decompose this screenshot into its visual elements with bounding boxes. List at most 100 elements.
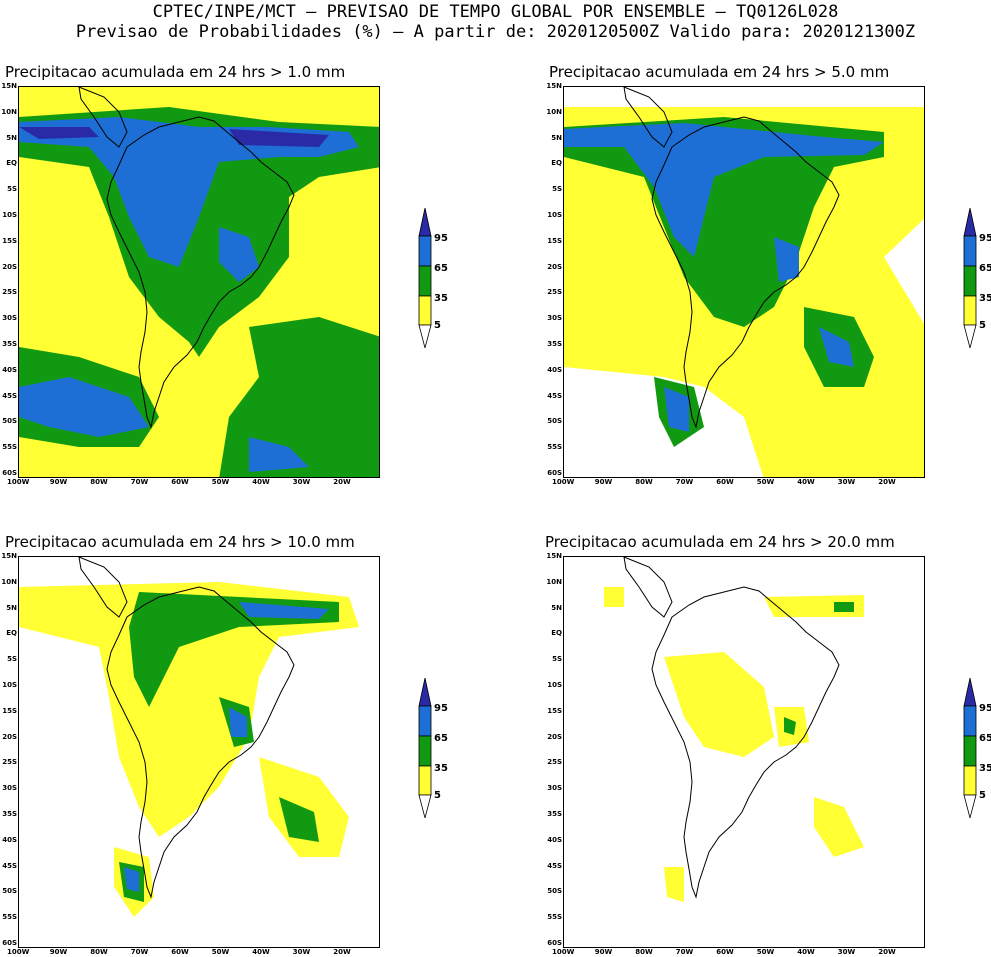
map-panel-1mm (18, 86, 380, 478)
latitude-label: 40S (2, 835, 17, 844)
panel-title-5mm: Precipitacao acumulada em 24 hrs > 5.0 m… (549, 63, 890, 81)
latitude-label: 25S (2, 758, 17, 767)
latitude-label: 10N (546, 107, 562, 116)
latitude-label: 25S (2, 288, 17, 297)
colorbar-level-label: 5 (979, 790, 986, 801)
longitude-label: 40W (252, 948, 270, 956)
latitude-label: 10S (547, 681, 562, 689)
longitude-label: 30W (837, 948, 856, 956)
latitude-label: 45S (2, 861, 17, 870)
colorbar-level-label: 5 (434, 790, 441, 801)
latitude-label: 10S (2, 681, 17, 689)
latitude-label: 10N (1, 107, 17, 116)
latitude-label: 5S (7, 185, 17, 194)
latitude-label: 5N (6, 603, 17, 612)
longitude-label: 90W (49, 478, 68, 486)
latitude-label: 20S (547, 262, 562, 271)
latitude-label: 15N (546, 552, 562, 560)
latitude-label: 45S (547, 391, 562, 400)
latitude-label: 5N (551, 133, 562, 142)
longitude-label: 30W (837, 478, 856, 486)
colorbar-top-left: 95 65 35 5 (418, 208, 468, 348)
longitude-label: 70W (675, 478, 694, 486)
latitude-label: 30S (2, 314, 17, 323)
longitude-label: 80W (90, 478, 108, 486)
latitude-label: 50S (2, 417, 17, 426)
latitude-label: 35S (2, 810, 17, 818)
longitude-label: 60W (171, 948, 189, 956)
latitude-label: 60S (547, 939, 562, 947)
longitude-label: 40W (797, 948, 815, 956)
longitude-label: 40W (252, 478, 270, 486)
map-panel-5mm (563, 86, 925, 478)
latitude-label: 30S (547, 314, 562, 323)
longitude-label: 100W (7, 478, 30, 486)
colorbar-level-label: 95 (979, 703, 991, 714)
longitude-label: 100W (552, 478, 575, 486)
latitude-label: 60S (547, 469, 562, 477)
latitude-label: 5S (552, 655, 562, 664)
colorbar-level-label: 35 (434, 763, 448, 774)
colorbar-level-label: 65 (979, 263, 991, 274)
longitude-label: 80W (635, 948, 653, 956)
latitude-label: 55S (2, 913, 17, 922)
longitude-label: 100W (7, 948, 30, 956)
latitude-label: 20S (2, 732, 17, 741)
latitude-label: 35S (547, 340, 562, 348)
colorbar-level-label: 5 (979, 320, 986, 331)
latitude-label: EQ (6, 629, 17, 638)
colorbar-level-label: 65 (979, 733, 991, 744)
latitude-label: 55S (2, 443, 17, 452)
latitude-label: 25S (547, 758, 562, 767)
latitude-label: 5N (6, 133, 17, 142)
panel-title-20mm: Precipitacao acumulada em 24 hrs > 20.0 … (545, 533, 895, 551)
latitude-label: 15N (546, 82, 562, 90)
latitude-label: 5S (552, 185, 562, 194)
latitude-label: 10N (1, 577, 17, 586)
map-panel-20mm (563, 556, 925, 948)
latitude-label: 15S (2, 706, 17, 715)
latitude-label: 55S (547, 913, 562, 922)
colorbar-level-label: 35 (979, 293, 991, 304)
colorbar-bottom-left: 95 65 35 5 (418, 678, 468, 818)
latitude-label: 15S (547, 706, 562, 715)
colorbar-level-label: 65 (434, 263, 448, 274)
latitude-label: 50S (547, 887, 562, 896)
latitude-label: 45S (2, 391, 17, 400)
colorbar-bottom-right: 95 65 35 5 (963, 678, 991, 818)
latitude-label: 10N (546, 577, 562, 586)
header-title-line1: CPTEC/INPE/MCT – PREVISAO DE TEMPO GLOBA… (152, 2, 839, 22)
colorbar-level-label: 95 (979, 233, 991, 244)
longitude-label: 80W (635, 478, 653, 486)
latitude-label: 45S (547, 861, 562, 870)
longitude-label: 50W (756, 948, 775, 956)
latitude-label: 40S (547, 365, 562, 374)
longitude-label: 70W (130, 948, 149, 956)
latitude-label: 60S (2, 939, 17, 947)
longitude-label: 40W (797, 478, 815, 486)
longitude-label: 20W (333, 948, 351, 956)
latitude-label: 35S (547, 810, 562, 818)
latitude-label: 30S (547, 784, 562, 793)
colorbar-top-right: 95 65 35 5 (963, 208, 991, 348)
longitude-label: 60W (171, 478, 189, 486)
longitude-label: 20W (878, 478, 896, 486)
latitude-label: 20S (2, 262, 17, 271)
latitude-label: 30S (2, 784, 17, 793)
latitude-label: 40S (2, 365, 17, 374)
colorbar-level-label: 65 (434, 733, 448, 744)
longitude-label: 90W (594, 948, 613, 956)
longitude-label: 30W (292, 948, 311, 956)
longitude-label: 50W (211, 948, 230, 956)
longitude-label: 90W (594, 478, 613, 486)
colorbar-level-label: 95 (434, 233, 448, 244)
longitude-label: 20W (333, 478, 351, 486)
latitude-label: 60S (2, 469, 17, 477)
panel-title-10mm: Precipitacao acumulada em 24 hrs > 10.0 … (5, 533, 355, 551)
colorbar-level-label: 95 (434, 703, 448, 714)
latitude-label: EQ (551, 629, 562, 638)
latitude-label: 5N (551, 603, 562, 612)
latitude-label: EQ (6, 159, 17, 168)
colorbar-level-label: 5 (434, 320, 441, 331)
latitude-label: 35S (2, 340, 17, 348)
